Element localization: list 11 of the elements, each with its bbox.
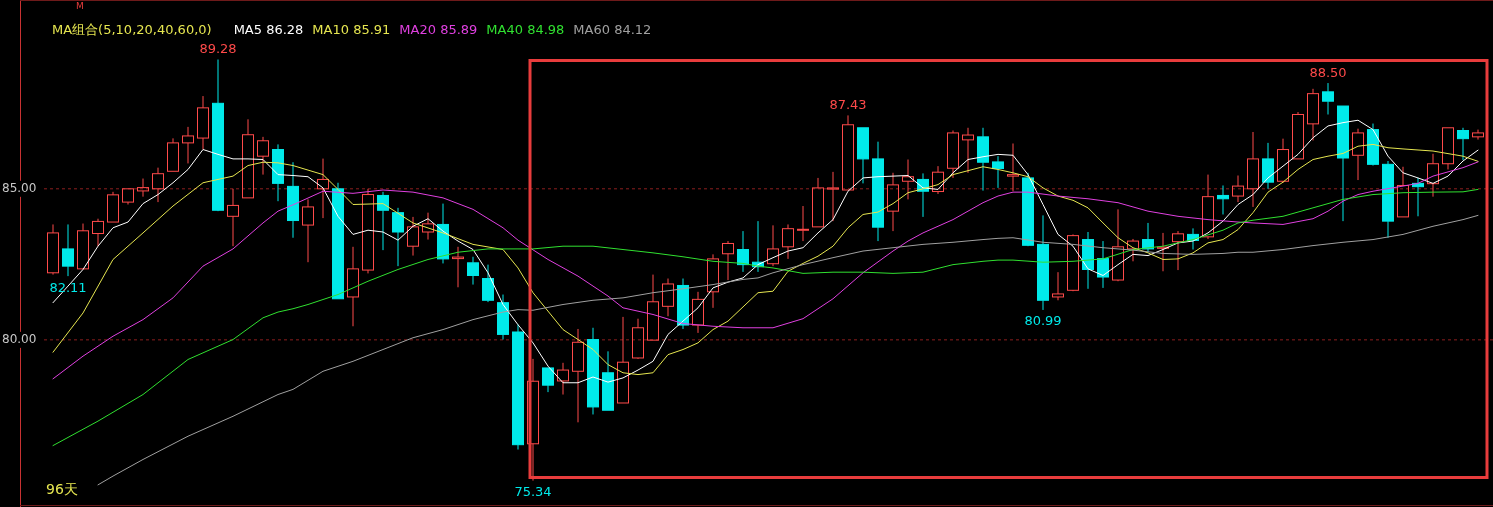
annotation: 96天 xyxy=(46,481,78,497)
annotation: 89.28 xyxy=(199,41,237,57)
y-tick-label: 85.00 xyxy=(2,181,37,196)
annotation: 87.43 xyxy=(829,96,867,112)
annotation: 80.99 xyxy=(1024,313,1062,329)
annotation: M xyxy=(76,0,84,11)
annotation: 82.11 xyxy=(49,279,87,295)
y-tick-label: 80.00 xyxy=(2,332,37,347)
annotation: 75.34 xyxy=(514,483,552,499)
legend: MA组合(5,10,20,40,60,0) MA5 86.28 MA10 85.91 MA20 85.89 MA40 84.98 MA60 84.12 xyxy=(52,21,652,37)
annotation: 88.50 xyxy=(1309,64,1347,80)
